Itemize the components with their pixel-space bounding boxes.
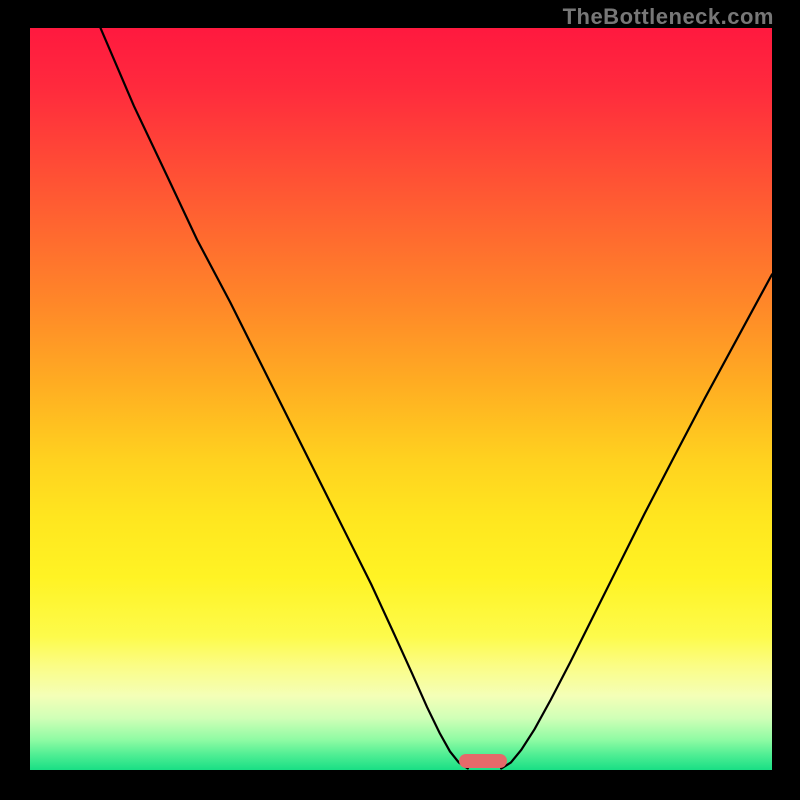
optimal-marker [459, 754, 507, 767]
bottleneck-curve [30, 28, 772, 770]
watermark-text: TheBottleneck.com [563, 4, 774, 30]
chart-container: TheBottleneck.com [0, 0, 800, 800]
curve-left [100, 28, 467, 769]
curve-right [501, 274, 772, 768]
plot-area [30, 28, 772, 770]
